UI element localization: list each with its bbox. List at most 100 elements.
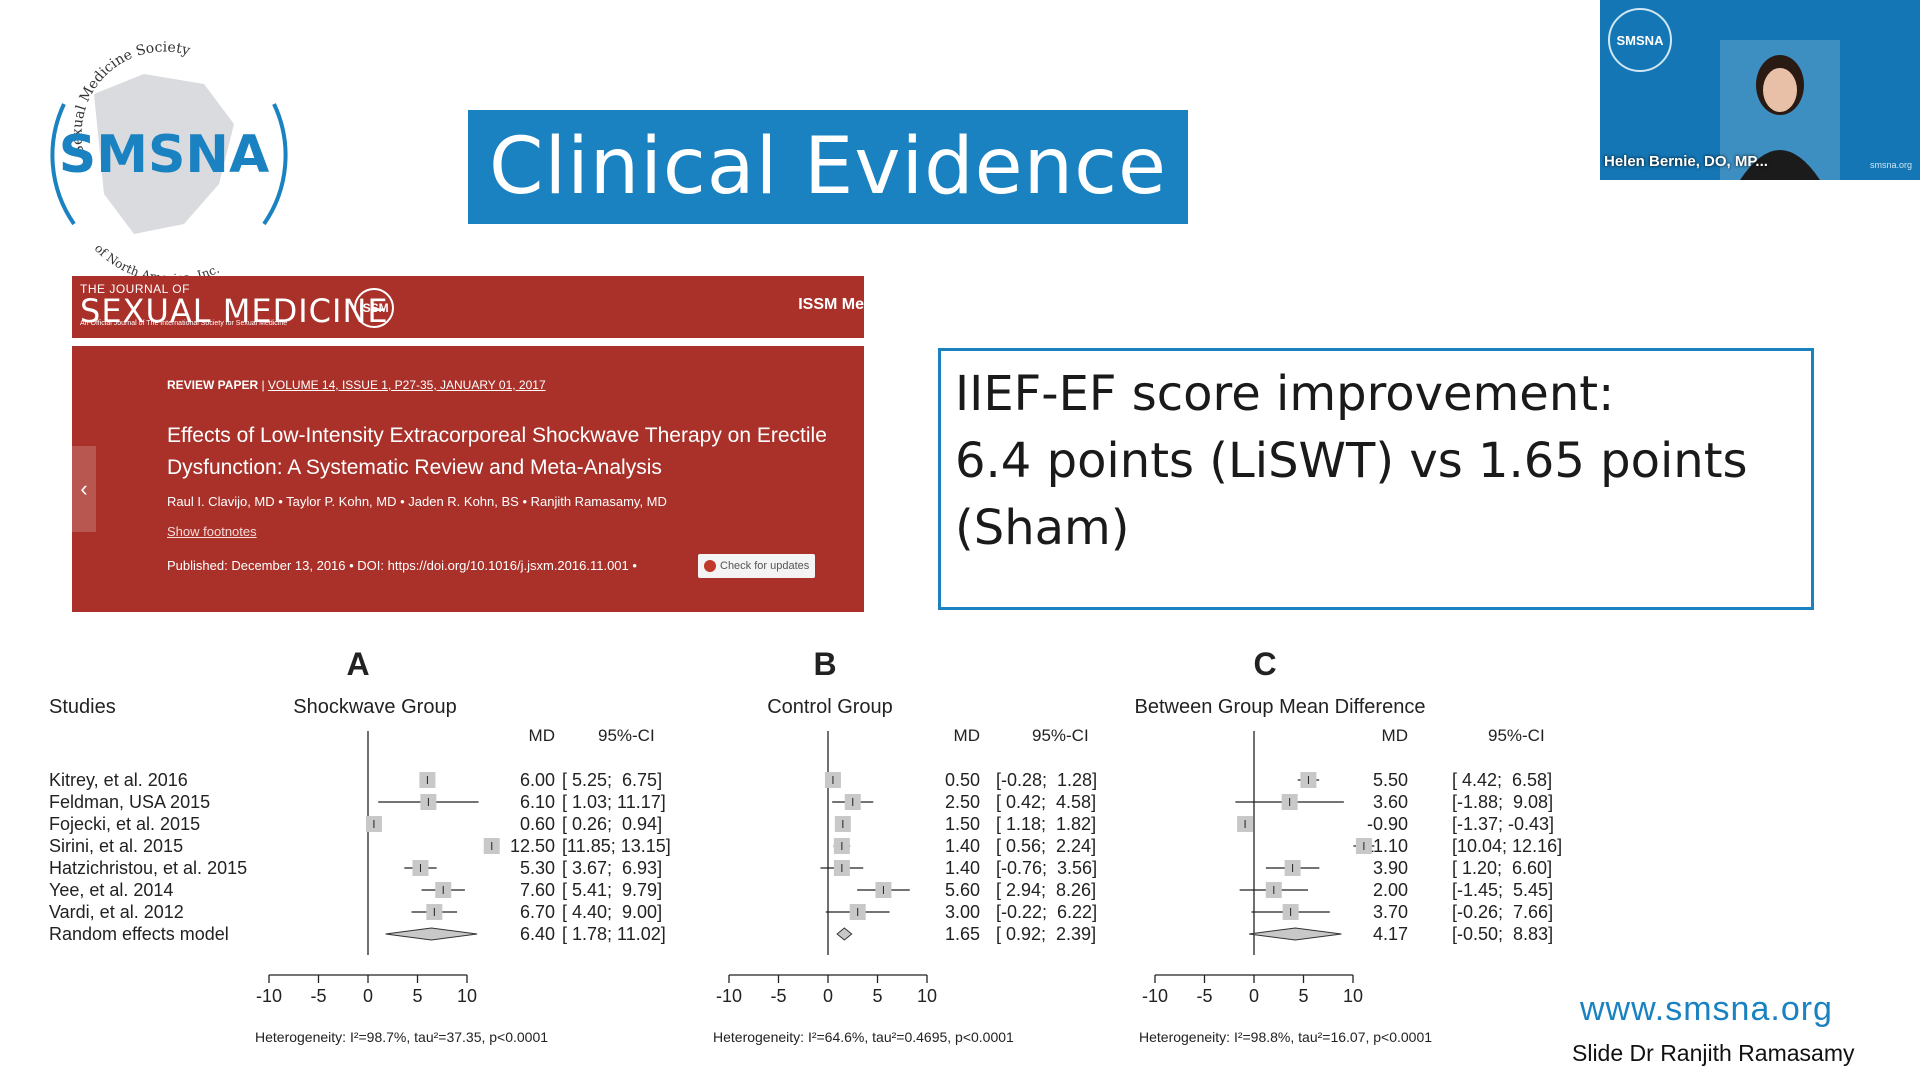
col-header-ci: 95%-CI — [598, 726, 655, 745]
md-value: 6.70 — [520, 902, 555, 922]
journal-article-screenshot: THE JOURNAL OF SEXUAL MEDICINE An Offici… — [72, 276, 864, 612]
ci-value: [-0.76; 3.56] — [996, 858, 1097, 878]
md-value: 3.00 — [945, 902, 980, 922]
md-value: 4.17 — [1373, 924, 1408, 944]
x-tick-label: -10 — [256, 986, 282, 1006]
x-tick-label: -5 — [770, 986, 786, 1006]
forest-plot-figure: A Shockwave Group MD 95%-CI Studies Kitrey, e… — [0, 630, 1920, 1070]
ci-value: [ 1.03; 11.17] — [562, 792, 666, 812]
ci-value: [11.85; 13.15] — [562, 836, 671, 856]
article-meta: REVIEW PAPER | VOLUME 14, ISSUE 1, P27-3… — [167, 378, 546, 392]
evidence-line-3: (Sham) — [955, 500, 1130, 556]
col-header-md: MD — [954, 726, 980, 745]
slide-title-banner: Clinical Evidence — [468, 110, 1188, 224]
panel-letter: B — [813, 646, 836, 682]
ci-value: [-0.28; 1.28] — [996, 770, 1097, 790]
md-value: 12.50 — [510, 836, 555, 856]
md-value: 6.40 — [520, 924, 555, 944]
panel-title: Between Group Mean Difference — [1135, 696, 1426, 718]
heterogeneity-note: Heterogeneity: I²=98.8%, tau²=16.07, p<0… — [1139, 1029, 1432, 1045]
x-tick-label: 0 — [363, 986, 373, 1006]
ci-value: [ 0.26; 0.94] — [562, 814, 662, 834]
journal-name: SEXUAL MEDICINE — [80, 292, 389, 330]
md-value: 2.00 — [1373, 880, 1408, 900]
speaker-video-tile[interactable]: SMSNA Helen Bernie, DO, MP... smsna.org — [1600, 0, 1920, 180]
md-value: 1.65 — [945, 924, 980, 944]
evidence-line-1: IIEF-EF score improvement: — [955, 366, 1615, 422]
pooled-diamond — [385, 927, 478, 941]
article-issue[interactable]: VOLUME 14, ISSUE 1, P27-35, JANUARY 01, … — [267, 378, 546, 392]
evidence-callout-box: IIEF-EF score improvement: 6.4 points (L… — [938, 348, 1814, 610]
ci-value: [ 1.20; 6.60] — [1452, 858, 1552, 878]
check-for-updates-label: Check for updates — [720, 560, 810, 572]
panel-letter: C — [1253, 646, 1276, 682]
ci-value: [ 0.56; 2.24] — [996, 836, 1096, 856]
ci-value: [-1.37; -0.43] — [1452, 814, 1554, 834]
ci-value: [ 5.25; 6.75] — [562, 770, 662, 790]
x-tick-label: -5 — [310, 986, 326, 1006]
check-for-updates-button[interactable]: Check for updates — [698, 554, 816, 578]
ci-value: [10.04; 12.16] — [1452, 836, 1562, 856]
ci-value: [-0.22; 6.22] — [996, 902, 1097, 922]
md-value: 1.40 — [945, 858, 980, 878]
ci-value: [-1.88; 9.08] — [1452, 792, 1553, 812]
article-authors[interactable]: Raul I. Clavijo, MD • Taylor P. Kohn, MD… — [167, 494, 667, 509]
study-label: Feldman, USA 2015 — [49, 792, 210, 812]
journal-header: THE JOURNAL OF SEXUAL MEDICINE An Offici… — [72, 276, 864, 338]
carousel-prev-button[interactable]: ‹ — [72, 446, 96, 532]
ci-value: [ 5.41; 9.79] — [562, 880, 662, 900]
journal-header-small: THE JOURNAL OF — [80, 282, 190, 296]
x-tick-label: -10 — [716, 986, 742, 1006]
md-value: 6.00 — [520, 770, 555, 790]
logo-acronym: SMSNA — [59, 125, 269, 185]
md-value: 6.10 — [520, 792, 555, 812]
article-title: Effects of Low-Intensity Extracorporeal … — [167, 424, 827, 479]
smsna-logo: Sexual Medicine Society SMSNA of North A… — [34, 34, 294, 286]
col-header-ci: 95%-CI — [1032, 726, 1089, 745]
md-value: 0.50 — [945, 770, 980, 790]
smsna-website[interactable]: www.smsna.org — [1580, 990, 1833, 1028]
x-tick-label: 10 — [457, 986, 477, 1006]
x-tick-label: 0 — [1249, 986, 1259, 1006]
md-value: 0.60 — [520, 814, 555, 834]
journal-subtitle: An Official Journal of The International… — [80, 320, 288, 327]
heterogeneity-note: Heterogeneity: I²=64.6%, tau²=0.4695, p<… — [713, 1029, 1014, 1045]
logo-arc-bottom: of North America, Inc. — [92, 241, 222, 285]
ci-value: [-0.26; 7.66] — [1452, 902, 1553, 922]
issm-logo-icon: ISSM — [354, 288, 394, 328]
col-header-md: MD — [529, 726, 555, 745]
md-value: 3.60 — [1373, 792, 1408, 812]
article-type: REVIEW PAPER — [167, 378, 259, 392]
update-badge-icon — [704, 560, 716, 572]
panel-letter: A — [346, 646, 369, 682]
ci-value: [ 1.18; 1.82] — [996, 814, 1096, 834]
heterogeneity-note: Heterogeneity: I²=98.7%, tau²=37.35, p<0… — [255, 1029, 548, 1045]
study-label: Yee, et al. 2014 — [49, 880, 173, 900]
x-tick-label: 5 — [872, 986, 882, 1006]
show-footnotes-link[interactable]: Show footnotes — [167, 524, 257, 539]
article-published: Published: December 13, 2016 • DOI: http… — [167, 558, 637, 573]
ci-value: [ 4.42; 6.58] — [1452, 770, 1552, 790]
panel-title: Shockwave Group — [293, 696, 456, 718]
speaker-avatar — [1720, 40, 1840, 180]
md-value: 5.60 — [945, 880, 980, 900]
pooled-diamond — [836, 927, 853, 941]
speaker-tile-site: smsna.org — [1869, 160, 1912, 170]
smsna-badge-icon: SMSNA — [1608, 8, 1672, 72]
col-header-ci: 95%-CI — [1488, 726, 1545, 745]
x-tick-label: 10 — [1343, 986, 1363, 1006]
ci-value: [ 1.78; 11.02] — [562, 924, 666, 944]
journal-header-link[interactable]: ISSM Me — [798, 296, 864, 313]
svg-text:of North America, Inc.: of North America, Inc. — [92, 241, 222, 279]
ci-value: [ 0.42; 4.58] — [996, 792, 1096, 812]
study-label: Kitrey, et al. 2016 — [49, 770, 188, 790]
md-value: 5.50 — [1373, 770, 1408, 790]
slide-title: Clinical Evidence — [489, 122, 1167, 212]
md-value: 7.60 — [520, 880, 555, 900]
study-label: Sirini, et al. 2015 — [49, 836, 183, 856]
ci-value: [ 3.67; 6.93] — [562, 858, 662, 878]
ci-value: [-1.45; 5.45] — [1452, 880, 1553, 900]
ci-value: [ 0.92; 2.39] — [996, 924, 1096, 944]
evidence-line-2: 6.4 points (LiSWT) vs 1.65 points — [955, 433, 1748, 489]
x-tick-label: 5 — [412, 986, 422, 1006]
